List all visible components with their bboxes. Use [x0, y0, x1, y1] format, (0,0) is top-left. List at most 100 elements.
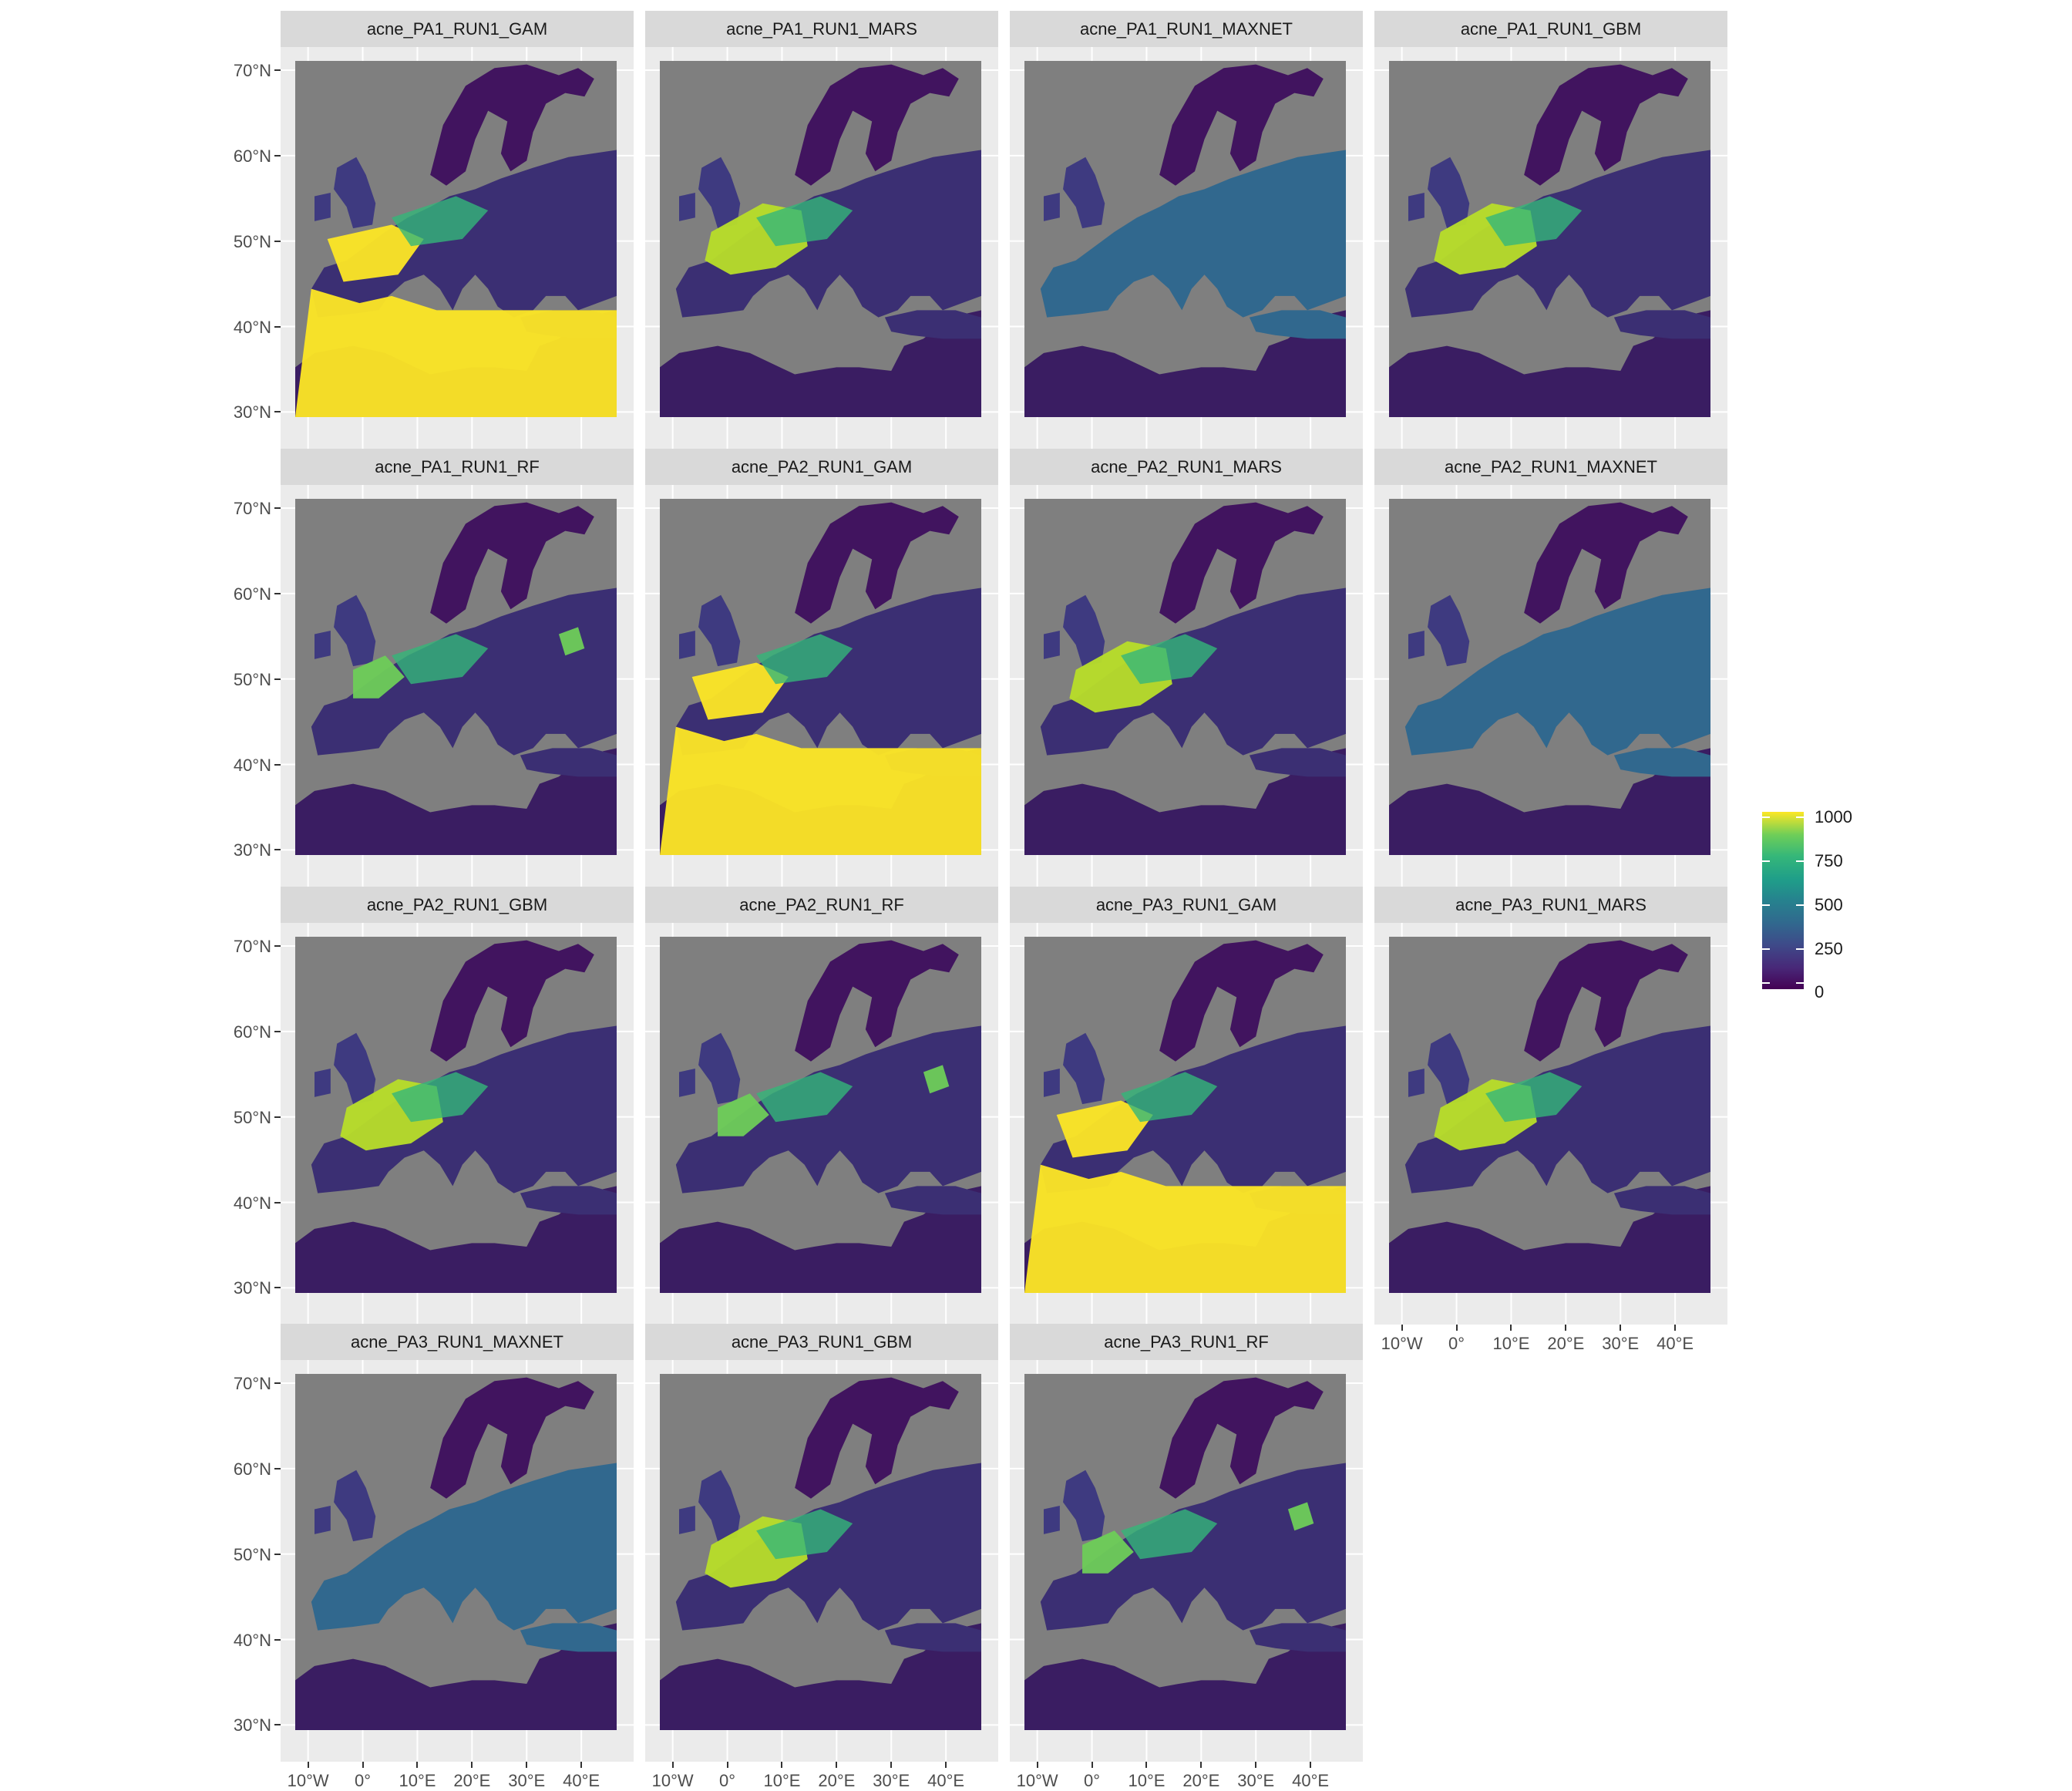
x-axis-label: 20°E	[1547, 1334, 1585, 1353]
land-scandinavia	[1159, 502, 1324, 624]
x-axis-tick	[1255, 1762, 1257, 1768]
suitability-zone-mid	[392, 1072, 489, 1123]
x-axis-label: 10°W	[1016, 1771, 1058, 1790]
land-turkey	[520, 1186, 617, 1215]
suitability-hotspot	[660, 726, 981, 855]
y-axis-tick	[274, 69, 281, 71]
map-canvas	[1010, 47, 1363, 449]
x-axis-tick	[1401, 1325, 1403, 1331]
y-axis-tick	[274, 678, 281, 680]
x-axis-tick	[671, 1762, 674, 1768]
map-panel: acne_PA1_RUN1_GAM	[281, 11, 634, 449]
legend-colorbar	[1762, 812, 1804, 989]
suitability-hotspot	[558, 627, 585, 656]
suitability-zone-mid	[1121, 634, 1218, 685]
land-scandinavia	[430, 1377, 594, 1499]
x-axis-tick	[526, 1762, 528, 1768]
legend-tick	[1796, 904, 1804, 906]
land-scandinavia	[1159, 64, 1324, 186]
y-axis-tick	[274, 507, 281, 509]
map-panel: acne_PA1_RUN1_RF	[281, 449, 634, 887]
x-axis-label: 30°E	[873, 1771, 910, 1790]
y-axis-tick	[274, 849, 281, 851]
suitability-hotspot	[353, 655, 405, 699]
land-turkey	[520, 748, 617, 777]
x-axis-label: 10°E	[763, 1771, 801, 1790]
y-axis-tick	[274, 763, 281, 766]
y-axis-tick	[274, 1467, 281, 1469]
land-british-isles	[1044, 1032, 1105, 1105]
x-axis-tick	[726, 1762, 728, 1768]
map-panel: acne_PA3_RUN1_MARS	[1374, 887, 1727, 1325]
legend-tick	[1796, 860, 1804, 862]
y-axis-label: 50°N	[233, 231, 271, 251]
land-europe	[311, 1463, 617, 1631]
map-canvas	[1010, 485, 1363, 887]
land-africa	[660, 310, 981, 417]
x-axis-tick	[1565, 1325, 1567, 1331]
x-axis-tick	[1200, 1762, 1202, 1768]
land-scandinavia	[795, 502, 959, 624]
land-turkey	[520, 1623, 617, 1652]
land-british-isles	[679, 1469, 741, 1542]
land-africa	[1024, 1623, 1346, 1730]
land-scandinavia	[795, 64, 959, 186]
suitability-hotspot	[1024, 1164, 1346, 1293]
panel-plot-area	[281, 923, 634, 1325]
x-axis-tick	[890, 1762, 893, 1768]
x-axis-label: 0°	[355, 1771, 372, 1790]
panel-title: acne_PA3_RUN1_RF	[1010, 1324, 1363, 1360]
x-axis-label: 40°E	[1657, 1334, 1694, 1353]
map-panel: acne_PA1_RUN1_GBM	[1374, 11, 1727, 449]
x-axis-label: 20°E	[818, 1771, 856, 1790]
land-europe	[1404, 587, 1710, 756]
legend-label-750: 750	[1815, 851, 1843, 870]
land-scandinavia	[795, 940, 959, 1062]
suitability-hotspot	[1287, 1502, 1314, 1531]
map-canvas	[645, 485, 998, 887]
x-axis-tick	[1674, 1325, 1677, 1331]
map-panel: acne_PA2_RUN1_RF	[645, 887, 998, 1325]
y-axis-label: 70°N	[233, 499, 271, 518]
map-canvas	[1374, 923, 1727, 1325]
map-panel: acne_PA3_RUN1_MAXNET	[281, 1324, 634, 1762]
x-axis-tick	[945, 1762, 947, 1768]
land-british-isles	[679, 594, 741, 667]
map-panel: acne_PA3_RUN1_GBM	[645, 1324, 998, 1762]
map-canvas	[281, 1360, 634, 1762]
suitability-zone-mid	[756, 196, 853, 247]
suitability-hotspot	[295, 288, 617, 417]
x-axis-label: 0°	[719, 1771, 736, 1790]
land-british-isles	[1044, 594, 1105, 667]
map-panel: acne_PA1_RUN1_MARS	[645, 11, 998, 449]
panel-title: acne_PA3_RUN1_GBM	[645, 1324, 998, 1360]
map-panel: acne_PA3_RUN1_GAM	[1010, 887, 1363, 1325]
y-axis-tick	[274, 1553, 281, 1555]
land-british-isles	[1408, 157, 1470, 229]
x-axis-tick	[1310, 1762, 1312, 1768]
panel-plot-area	[281, 1360, 634, 1762]
x-axis-label: 10°E	[1128, 1771, 1166, 1790]
map-panel: acne_PA2_RUN1_MAXNET	[1374, 449, 1727, 887]
x-axis-label: 30°E	[1602, 1334, 1640, 1353]
y-axis-label: 40°N	[233, 1630, 271, 1650]
suitability-hotspot	[691, 662, 789, 720]
panel-plot-area	[1010, 485, 1363, 887]
legend-label-0: 0	[1815, 982, 1825, 1002]
suitability-zone-mid	[1485, 1072, 1583, 1123]
y-axis-label: 30°N	[233, 402, 271, 423]
suitability-zone-mid	[1121, 1072, 1218, 1123]
land-africa	[1389, 748, 1710, 855]
land-turkey	[1613, 310, 1710, 339]
land-africa	[1389, 1186, 1710, 1293]
x-axis-label: 30°E	[508, 1771, 546, 1790]
panel-title: acne_PA1_RUN1_MARS	[645, 11, 998, 47]
y-axis-label: 60°N	[233, 146, 271, 166]
panel-plot-area	[1010, 47, 1363, 449]
land-turkey	[884, 1186, 981, 1215]
panel-title: acne_PA1_RUN1_RF	[281, 449, 634, 485]
x-axis-label: 40°E	[927, 1771, 965, 1790]
panel-title: acne_PA2_RUN1_MAXNET	[1374, 449, 1727, 485]
x-axis-tick	[580, 1762, 583, 1768]
